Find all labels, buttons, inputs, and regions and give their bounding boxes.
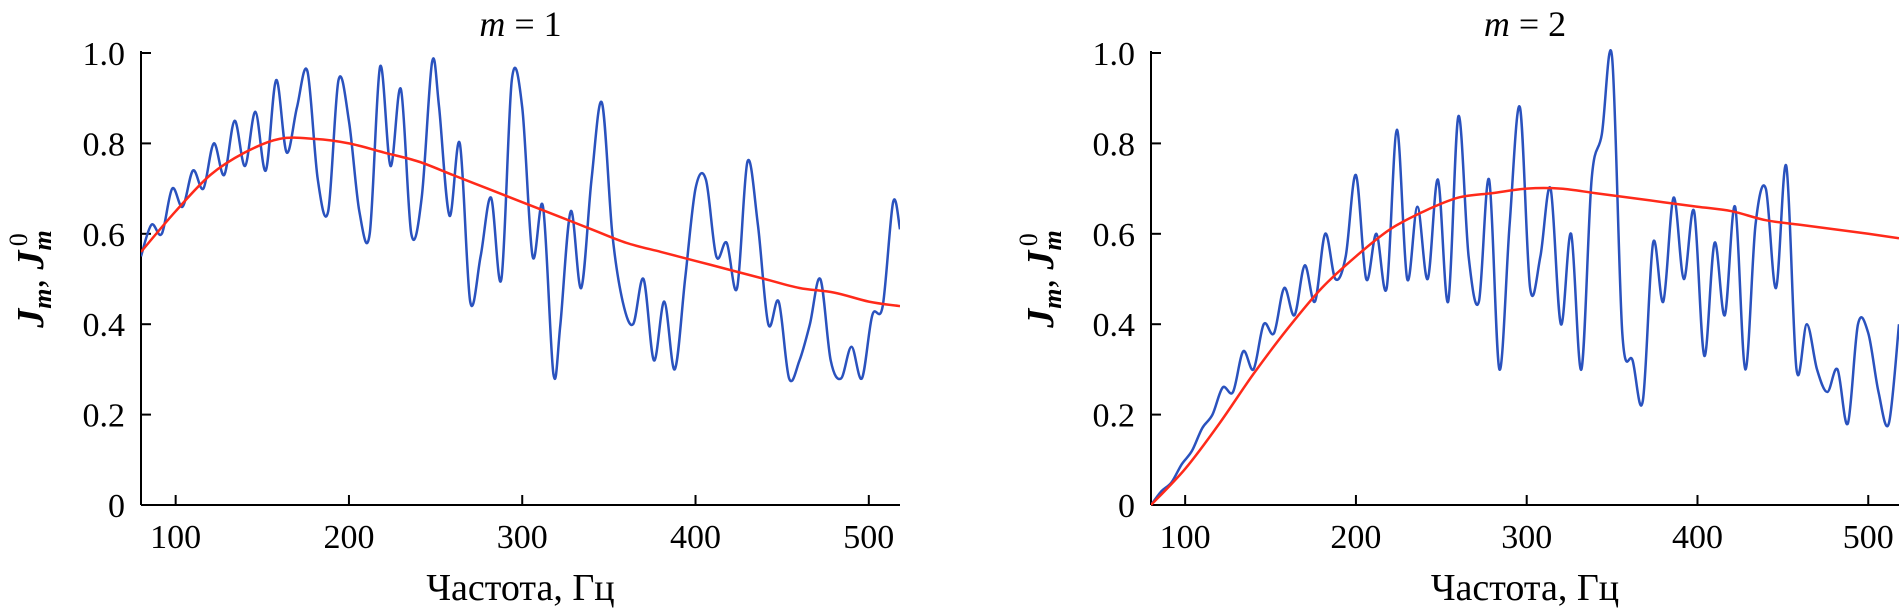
- x-tick-label: 200: [323, 519, 374, 556]
- x-tick-label: 200: [1330, 519, 1381, 556]
- y-tick-label: 1.0: [83, 36, 126, 73]
- chart-panel-m1: 0 0.2 0.4 0.6 0.8 1.0 100 200 300 400 500 m = 1 Част…: [0, 0, 949, 613]
- x-axis-label: Частота, Гц: [1431, 567, 1619, 609]
- chart-m2-svg: 0 0.2 0.4 0.6 0.8 1.0 100 200 300 400 500 m = 2 Част…: [1014, 4, 1899, 609]
- y-tick-label: 0.4: [83, 307, 126, 344]
- model-curve: [1151, 186, 1899, 506]
- x-tick-label: 500: [1843, 519, 1894, 556]
- chart-title: m = 2: [1484, 4, 1566, 44]
- model-curve: [141, 136, 900, 308]
- x-tick-label: 100: [150, 519, 201, 556]
- x-tick-label: 100: [1160, 519, 1211, 556]
- x-tick-label: 500: [843, 519, 894, 556]
- series-group: [1151, 49, 1899, 506]
- y-tick-label: 0.8: [83, 126, 126, 163]
- x-tick-label: 300: [497, 519, 548, 556]
- y-axis-label: Jm, Jm0: [4, 230, 57, 328]
- x-axis-label: Частота, Гц: [426, 567, 614, 609]
- series-group: [141, 57, 900, 383]
- y-axis-label: Jm, Jm0: [1014, 230, 1067, 328]
- chart-m1-svg: 0 0.2 0.4 0.6 0.8 1.0 100 200 300 400 500 m = 1 Част…: [4, 4, 900, 609]
- x-tick-label: 400: [670, 519, 721, 556]
- x-tick-label: 400: [1672, 519, 1723, 556]
- y-tick-label: 0.6: [83, 217, 126, 254]
- y-tick-label: 0.2: [1093, 398, 1136, 435]
- y-tick-label: 0.2: [83, 398, 126, 435]
- measured-curve: [1151, 49, 1899, 506]
- chart-title: m = 1: [479, 4, 561, 44]
- y-tick-label: 0.4: [1093, 307, 1136, 344]
- y-tick-label: 0.6: [1093, 217, 1136, 254]
- y-tick-label: 0: [108, 488, 125, 525]
- chart-panel-m2: 0 0.2 0.4 0.6 0.8 1.0 100 200 300 400 500 m = 2 Част…: [995, 0, 1899, 613]
- y-tick-label: 1.0: [1093, 36, 1136, 73]
- measured-curve: [141, 57, 900, 383]
- y-tick-label: 0: [1118, 488, 1135, 525]
- y-tick-label: 0.8: [1093, 126, 1136, 163]
- x-tick-label: 300: [1501, 519, 1552, 556]
